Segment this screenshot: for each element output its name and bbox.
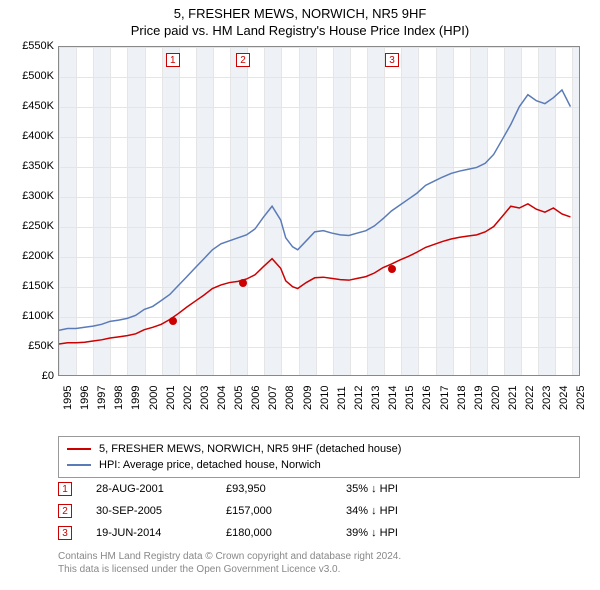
title-block: 5, FRESHER MEWS, NORWICH, NR5 9HF Price …	[0, 0, 600, 38]
sale-marker-dot	[239, 279, 247, 287]
legend-swatch-hpi	[67, 464, 91, 466]
x-axis-label: 2018	[456, 386, 468, 410]
x-axis-label: 2012	[353, 386, 365, 410]
x-axis-label: 2013	[370, 386, 382, 410]
title-address: 5, FRESHER MEWS, NORWICH, NR5 9HF	[0, 6, 600, 21]
x-axis-label: 2006	[250, 386, 262, 410]
plot-area: 1 2 3	[58, 46, 580, 376]
x-axis-label: 2007	[267, 386, 279, 410]
x-axis-label: 2016	[421, 386, 433, 410]
sale-marker-3: 3	[58, 526, 72, 540]
y-axis-label: £250K	[10, 220, 54, 232]
sale-delta-1: 35% ↓ HPI	[346, 483, 466, 495]
x-axis-label: 2003	[199, 386, 211, 410]
sale-row-1: 1 28-AUG-2001 £93,950 35% ↓ HPI	[58, 478, 580, 500]
sale-delta-2: 34% ↓ HPI	[346, 505, 466, 517]
x-axis-label: 2022	[524, 386, 536, 410]
x-axis-label: 2024	[558, 386, 570, 410]
sale-marker-box: 1	[166, 53, 180, 67]
sale-marker-1: 1	[58, 482, 72, 496]
x-axis-label: 2025	[575, 386, 587, 410]
chart-area: 1 2 3 £0 £50K £100K £150K £200K £250K £300K £350K…	[10, 46, 590, 430]
y-axis-label: £400K	[10, 130, 54, 142]
sale-marker-box: 3	[385, 53, 399, 67]
x-axis-label: 2005	[233, 386, 245, 410]
sale-delta-3: 39% ↓ HPI	[346, 527, 466, 539]
sale-price-2: £157,000	[226, 505, 346, 517]
legend-row-hpi: HPI: Average price, detached house, Norw…	[67, 457, 571, 473]
sale-price-3: £180,000	[226, 527, 346, 539]
x-axis-label: 2020	[490, 386, 502, 410]
legend-label-hpi: HPI: Average price, detached house, Norw…	[99, 459, 321, 471]
x-axis-label: 1995	[62, 386, 74, 410]
x-axis-label: 2014	[387, 386, 399, 410]
legend-row-property: 5, FRESHER MEWS, NORWICH, NR5 9HF (detac…	[67, 441, 571, 457]
y-axis-label: £350K	[10, 160, 54, 172]
x-axis-label: 2023	[541, 386, 553, 410]
x-axis-label: 2002	[182, 386, 194, 410]
title-subtitle: Price paid vs. HM Land Registry's House …	[0, 23, 600, 38]
x-axis-label: 2004	[216, 386, 228, 410]
y-axis-label: £500K	[10, 70, 54, 82]
sale-marker-dot	[169, 317, 177, 325]
y-axis-label: £150K	[10, 280, 54, 292]
sale-date-3: 19-JUN-2014	[96, 527, 226, 539]
sale-date-2: 30-SEP-2005	[96, 505, 226, 517]
x-axis-label: 2001	[165, 386, 177, 410]
x-axis-label: 1998	[113, 386, 125, 410]
legend-box: 5, FRESHER MEWS, NORWICH, NR5 9HF (detac…	[58, 436, 580, 478]
y-axis-label: £300K	[10, 190, 54, 202]
y-axis-label: £200K	[10, 250, 54, 262]
sale-marker-2: 2	[58, 504, 72, 518]
x-axis-label: 2000	[148, 386, 160, 410]
legend-swatch-property	[67, 448, 91, 450]
sale-date-1: 28-AUG-2001	[96, 483, 226, 495]
sale-price-1: £93,950	[226, 483, 346, 495]
sale-row-3: 3 19-JUN-2014 £180,000 39% ↓ HPI	[58, 522, 580, 544]
legend-label-property: 5, FRESHER MEWS, NORWICH, NR5 9HF (detac…	[99, 443, 401, 455]
line-svg	[59, 47, 579, 375]
x-axis-label: 2017	[439, 386, 451, 410]
x-axis-label: 2008	[284, 386, 296, 410]
sale-marker-dot	[388, 265, 396, 273]
sales-table: 1 28-AUG-2001 £93,950 35% ↓ HPI 2 30-SEP…	[58, 478, 580, 544]
footer-attribution: Contains HM Land Registry data © Crown c…	[58, 550, 401, 576]
x-axis-label: 2010	[319, 386, 331, 410]
x-axis-label: 2021	[507, 386, 519, 410]
chart-container: 5, FRESHER MEWS, NORWICH, NR5 9HF Price …	[0, 0, 600, 590]
y-axis-label: £100K	[10, 310, 54, 322]
x-axis-label: 1996	[79, 386, 91, 410]
x-axis-label: 1997	[96, 386, 108, 410]
hpi-line	[59, 90, 570, 330]
y-axis-label: £450K	[10, 100, 54, 112]
x-axis-label: 2015	[404, 386, 416, 410]
x-axis-label: 2019	[473, 386, 485, 410]
footer-line1: Contains HM Land Registry data © Crown c…	[58, 550, 401, 563]
property-line	[59, 204, 570, 344]
footer-line2: This data is licensed under the Open Gov…	[58, 563, 401, 576]
x-axis-label: 2009	[302, 386, 314, 410]
y-axis-label: £550K	[10, 40, 54, 52]
x-axis-label: 1999	[130, 386, 142, 410]
sale-row-2: 2 30-SEP-2005 £157,000 34% ↓ HPI	[58, 500, 580, 522]
sale-marker-box: 2	[236, 53, 250, 67]
y-axis-label: £0	[10, 370, 54, 382]
y-axis-label: £50K	[10, 340, 54, 352]
x-axis-label: 2011	[336, 386, 348, 410]
